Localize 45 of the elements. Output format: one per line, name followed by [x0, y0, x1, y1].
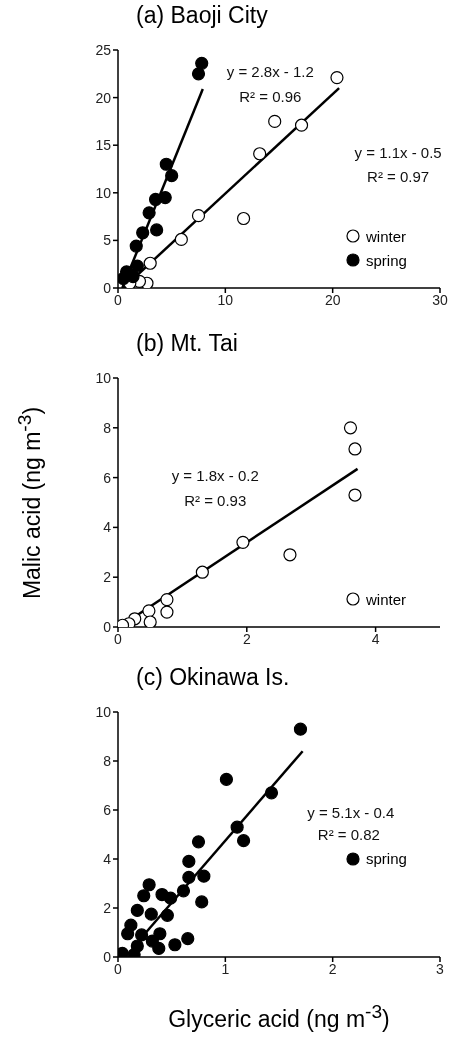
y-tick-label: 4	[103, 519, 112, 536]
annotation: y = 1.8x - 0.2	[171, 466, 259, 484]
y-tick-label: 6	[103, 469, 112, 486]
y-tick-label: 10	[95, 703, 112, 720]
annotation: R² = 0.96	[239, 88, 302, 106]
x-axis-title: Glyceric acid (ng m$^{-3}$)	[167, 1001, 391, 1033]
y-tick-label: 0	[103, 618, 112, 635]
x-tick-label: 4	[371, 630, 380, 647]
x-tick-label: 2	[242, 630, 251, 647]
x-tick-label: 10	[217, 291, 234, 308]
annotation: R² = 0.97	[367, 168, 430, 186]
y-tick-label: 4	[103, 850, 112, 867]
x-tick-label: 0	[114, 630, 123, 647]
y-tick-label: 6	[103, 801, 112, 818]
x-tick-label: 3	[436, 960, 445, 977]
y-tick-label: 8	[103, 419, 112, 436]
chart-title: (a) Baoji City	[136, 2, 268, 29]
x-tick-label: 1	[221, 960, 230, 977]
annotation: y = 5.1x - 0.4	[307, 803, 395, 821]
annotation: R² = 0.82	[317, 826, 380, 843]
annotation: y = 2.8x - 1.2	[226, 63, 314, 81]
legend-label: winter	[366, 590, 407, 608]
x-tick-label: 0	[114, 960, 123, 977]
y-tick-label: 10	[95, 369, 112, 386]
x-tick-label: 2	[328, 960, 337, 977]
y-tick-label: 15	[95, 137, 112, 154]
annotation: R² = 0.93	[184, 491, 247, 509]
x-tick-label: 20	[324, 291, 341, 308]
y-tick-label: 25	[95, 41, 112, 58]
legend-label: spring	[366, 251, 407, 269]
x-tick-label: 0	[114, 291, 123, 308]
y-tick-label: 0	[103, 279, 112, 296]
y-tick-label: 10	[95, 184, 112, 201]
y-tick-label: 2	[103, 899, 112, 916]
y-tick-label: 5	[103, 232, 112, 249]
legend-label: winter	[366, 227, 407, 245]
y-tick-label: 2	[103, 569, 112, 586]
y-tick-label: 20	[95, 89, 112, 106]
x-tick-label: 30	[432, 291, 448, 308]
legend-label: spring	[366, 850, 407, 868]
chart-title: (b) Mt. Tai	[136, 330, 238, 357]
y-tick-label: 0	[103, 948, 112, 965]
y-tick-label: 8	[103, 752, 112, 769]
annotation: y = 1.1x - 0.5	[354, 144, 442, 162]
chart-title: (c) Okinawa Is.	[136, 664, 290, 691]
